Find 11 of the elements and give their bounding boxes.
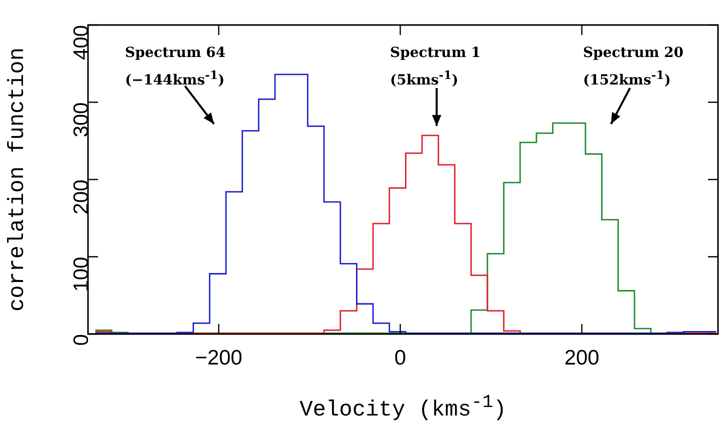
annotation: Spectrum 64 (−144kms$^{-1}$) <box>125 44 226 91</box>
y-tick-label: 0 <box>70 334 93 346</box>
x-tick-label: 200 <box>564 346 600 370</box>
y-tick-label: 300 <box>70 102 93 138</box>
y-tick-label: 400 <box>70 25 93 60</box>
annotation: Spectrum 20 (152kms$^{-1}$) <box>583 44 684 91</box>
x-tick-label: 0 <box>394 346 406 370</box>
y-axis-title: correlation function <box>5 47 30 312</box>
x-tick-label: −200 <box>195 346 242 370</box>
annotation: Spectrum 1 (5kms$^{-1}$) <box>390 44 481 91</box>
x-axis-title: Velocity (kms$^{-1}$) <box>298 392 508 422</box>
